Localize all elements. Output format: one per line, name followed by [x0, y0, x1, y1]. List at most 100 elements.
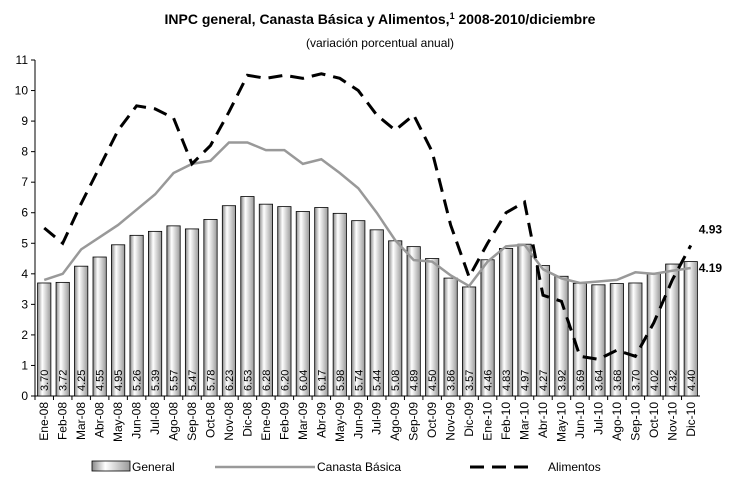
- value-label: 3.68: [612, 370, 624, 391]
- chart-title: INPC general, Canasta Básica y Alimentos…: [165, 11, 596, 27]
- value-label: 6.23: [224, 370, 236, 391]
- value-label: 6.04: [298, 370, 310, 391]
- chart-subtitle: (variación porcentual anual): [306, 36, 454, 50]
- x-tick-label: Ene-10: [481, 402, 495, 441]
- value-label: 5.57: [169, 370, 181, 391]
- bar: [332, 212, 347, 397]
- x-tick-label: Dic-09: [462, 402, 476, 437]
- value-label: 3.92: [556, 370, 568, 391]
- y-tick-label: 6: [21, 206, 28, 220]
- x-tick-label: Ene-08: [37, 402, 51, 441]
- y-tick-label: 4: [21, 267, 28, 281]
- x-tick-label: Jun-10: [573, 402, 587, 439]
- value-label: 5.39: [150, 370, 162, 391]
- y-tick-label: 0: [21, 389, 28, 403]
- x-tick-label: Abr-08: [93, 402, 107, 438]
- legend-label: Canasta Básica: [317, 460, 401, 474]
- bar: [554, 275, 569, 397]
- bar: [221, 205, 237, 397]
- bar: [203, 219, 218, 397]
- x-tick-label: Oct-08: [203, 402, 217, 438]
- value-label: 6.28: [261, 370, 273, 391]
- value-label: 4.55: [95, 370, 107, 391]
- value-label: 3.72: [58, 370, 70, 391]
- bar: [683, 261, 698, 397]
- bar: [406, 246, 421, 397]
- value-label: 4.50: [427, 370, 439, 391]
- legend-label: General: [132, 460, 175, 474]
- bar: [37, 282, 52, 397]
- value-label: 6.53: [242, 370, 254, 391]
- value-label: 3.64: [593, 370, 605, 391]
- title-main: INPC general, Canasta Básica y Alimentos…: [165, 11, 450, 27]
- y-tick-label: 8: [21, 145, 28, 159]
- bar: [665, 263, 680, 397]
- bar: [258, 203, 273, 397]
- value-label: 4.32: [667, 370, 679, 391]
- y-tick-label: 5: [21, 236, 28, 250]
- x-tick-label: Jun-09: [351, 402, 365, 439]
- y-tick-label: 2: [21, 328, 28, 342]
- x-tick-label: Ago-09: [388, 402, 402, 441]
- bar: [55, 281, 70, 397]
- y-tick-label: 7: [21, 175, 28, 189]
- value-label: 5.08: [390, 370, 402, 391]
- bar: [425, 258, 440, 397]
- bar: [351, 220, 366, 397]
- value-label: 6.17: [316, 370, 328, 391]
- value-label: 5.26: [132, 370, 144, 391]
- y-tick-label: 11: [16, 53, 29, 67]
- line: [43, 141, 691, 288]
- x-tick-label: Nov-09: [444, 402, 458, 441]
- bar: [314, 207, 329, 397]
- value-label: 4.02: [649, 370, 661, 391]
- bar: [609, 283, 624, 397]
- value-label: 4.46: [483, 370, 495, 391]
- value-label: 4.97: [520, 370, 532, 391]
- x-tick-label: May-09: [333, 402, 347, 442]
- x-tick-label: May-08: [111, 402, 125, 442]
- value-label: 4.95: [113, 370, 125, 391]
- value-label: 4.27: [538, 370, 550, 391]
- y-tick-label: 10: [15, 84, 29, 98]
- value-label: 3.69: [575, 370, 587, 391]
- bar: [92, 256, 107, 397]
- x-tick-label: Feb-09: [277, 402, 291, 440]
- end-label: 4.93: [699, 222, 723, 236]
- legend-swatch: [91, 460, 131, 472]
- x-tick-label: Jul-08: [148, 402, 162, 435]
- legend-label: Alimentos: [548, 460, 601, 474]
- x-tick-label: Abr-09: [314, 402, 328, 438]
- value-label: 5.98: [335, 370, 347, 391]
- x-tick-label: Jul-10: [591, 402, 605, 435]
- bar: [591, 284, 606, 397]
- value-label: 4.83: [501, 370, 513, 391]
- line: [43, 72, 693, 361]
- value-label: 6.20: [279, 370, 291, 391]
- value-label: 3.70: [630, 370, 642, 391]
- x-tick-label: Nov-08: [222, 402, 236, 441]
- x-tick-label: Sep-10: [628, 402, 642, 441]
- x-tick-label: Dic-10: [684, 402, 698, 437]
- y-tick-label: 1: [21, 358, 28, 372]
- value-label: 3.70: [39, 370, 51, 391]
- value-label: 3.57: [464, 370, 476, 391]
- bar: [369, 229, 384, 397]
- y-tick-label: 9: [21, 114, 28, 128]
- value-label: 4.40: [686, 370, 698, 391]
- end-label: 4.19: [699, 261, 723, 275]
- x-tick-label: Ene-09: [259, 402, 273, 441]
- x-tick-label: Ago-10: [610, 402, 624, 441]
- x-tick-label: Abr-10: [536, 402, 550, 438]
- value-label: 4.25: [76, 370, 88, 391]
- bar: [295, 211, 310, 397]
- x-tick-label: Ago-08: [167, 402, 181, 441]
- bar: [240, 196, 255, 397]
- x-tick-label: Mar-09: [296, 402, 310, 440]
- bar: [628, 282, 643, 397]
- x-tick-label: Sep-09: [407, 402, 421, 441]
- x-tick-label: Sep-08: [185, 402, 199, 441]
- bar: [498, 248, 514, 397]
- value-label: 4.89: [409, 370, 421, 391]
